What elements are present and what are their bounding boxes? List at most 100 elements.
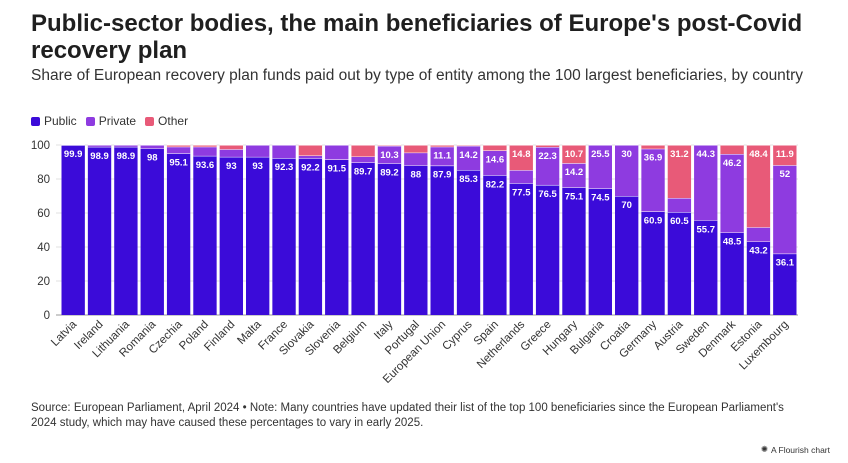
data-label-hungary-private: 14.2 [565,167,584,178]
bar-netherlands-other [509,145,533,171]
y-tick-label: 60 [37,208,50,220]
bar-sweden-public [694,220,718,315]
data-label-bulgaria-public: 74.5 [591,192,610,203]
data-label-greece-private: 22.3 [538,151,557,162]
legend-item-public[interactable]: Public [31,114,77,128]
bar-luxembourg-private [773,165,797,254]
bar-finland-other [219,145,243,150]
bar-belgium-public [351,162,375,315]
bar-italy-public [377,163,402,315]
bar-sweden-private [694,145,718,221]
bar-lithuania-private [114,145,138,147]
bar-germany-other [641,145,665,149]
flourish-logo-icon: ✺ [760,444,768,454]
bar-austria-private [667,198,692,213]
bar-hungary-private [562,163,586,188]
data-label-luxembourg-other: 11.9 [776,149,794,160]
y-tick-label: 0 [44,310,50,322]
bar-estonia-public [746,241,771,315]
data-label-spain-public: 82.2 [486,179,505,190]
data-label-germany-public: 60.9 [644,215,663,226]
bar-ireland-public [87,146,112,315]
bar-european-union-other [430,145,454,147]
chart-subtitle: Share of European recovery plan funds pa… [31,67,804,84]
data-label-croatia-public: 70 [621,200,632,211]
legend-label-other: Other [158,114,189,128]
legend-label-private: Private [98,114,137,128]
legend-swatch-other [145,116,155,126]
bar-denmark-private [720,154,744,233]
data-label-netherlands-other: 14.8 [512,149,531,160]
bar-slovenia-private [325,145,349,160]
data-label-finland-public: 93 [226,161,237,172]
data-label-greece-public: 76.5 [538,189,557,200]
data-label-sweden-public: 55.7 [697,224,716,235]
bar-romania-public [140,148,164,315]
bar-czechia-other [166,145,191,147]
y-tick-label: 80 [37,174,50,186]
bar-finland-private [219,149,243,157]
data-label-estonia-other: 48.4 [749,149,768,160]
bar-poland-public [193,155,217,315]
bar-poland-private [193,146,217,156]
data-label-latvia-public: 99.9 [64,149,83,160]
bar-czechia-public [166,153,191,315]
bar-hungary-other [562,145,586,164]
bar-romania-private [140,145,164,149]
bar-spain-private [483,150,507,176]
legend-item-private[interactable]: Private [85,114,137,128]
bar-france-public [272,158,296,315]
bar-germany-public [641,211,665,315]
y-tick-label: 20 [37,276,50,288]
bar-france-private [272,145,296,159]
data-label-european-union-public: 87.9 [433,170,452,181]
data-label-cyprus-private: 14.2 [459,150,478,161]
data-label-spain-private: 14.6 [486,154,505,165]
bar-luxembourg-public [773,253,797,315]
bar-spain-public [483,175,507,315]
bar-slovakia-other [298,145,323,156]
data-label-hungary-public: 75.1 [565,191,584,202]
bar-hungary-public [562,187,586,315]
data-label-france-public: 92.3 [275,162,294,173]
bar-luxembourg-other [773,145,797,166]
data-label-hungary-other: 10.7 [565,149,584,160]
bar-spain-other [483,145,507,151]
legend-swatch-private [85,116,95,126]
data-label-ireland-public: 98.9 [90,151,109,162]
legend: Public Private Other [31,114,188,128]
bar-european-union-private [430,146,454,166]
data-label-european-union-private: 11.1 [433,151,452,162]
data-label-sweden-private: 44.3 [697,149,716,160]
data-label-lithuania-public: 98.9 [117,151,136,162]
data-label-cyprus-public: 85.3 [459,174,478,185]
bar-czechia-private [166,146,191,154]
bar-latvia-public [61,145,85,315]
data-label-poland-public: 93.6 [196,160,215,171]
bar-cyprus-public [456,169,481,315]
data-label-portugal-public: 88 [411,169,422,180]
bar-austria-other [667,145,692,199]
data-label-belgium-public: 89.7 [354,167,373,178]
bar-slovakia-private [298,155,323,159]
data-label-croatia-private: 30 [621,149,632,160]
data-label-estonia-public: 43.2 [749,246,768,257]
bar-portugal-public [404,165,428,315]
bar-lithuania-public [114,146,138,315]
legend-item-other[interactable]: Other [145,114,188,128]
data-label-slovenia-public: 91.5 [328,163,347,174]
bar-germany-private [641,148,665,212]
bar-belgium-other [351,145,375,157]
source-note: Source: European Parliament, April 2024 … [31,402,784,429]
bar-denmark-other [720,145,744,155]
data-label-netherlands-public: 77.5 [512,187,531,198]
flourish-credit[interactable]: ✺ A Flourish chart [761,444,830,455]
bar-belgium-private [351,156,375,163]
bar-italy-private [377,145,402,164]
stacked-bar-chart: 02040608010099.9Latvia98.9Ireland98.9Lit… [31,140,798,386]
data-label-italy-private: 10.3 [380,150,399,161]
data-label-italy-public: 89.2 [380,167,399,178]
x-tick-label-cyprus: Cyprus [440,318,474,352]
bar-portugal-private [404,152,428,166]
legend-label-public: Public [44,114,77,128]
